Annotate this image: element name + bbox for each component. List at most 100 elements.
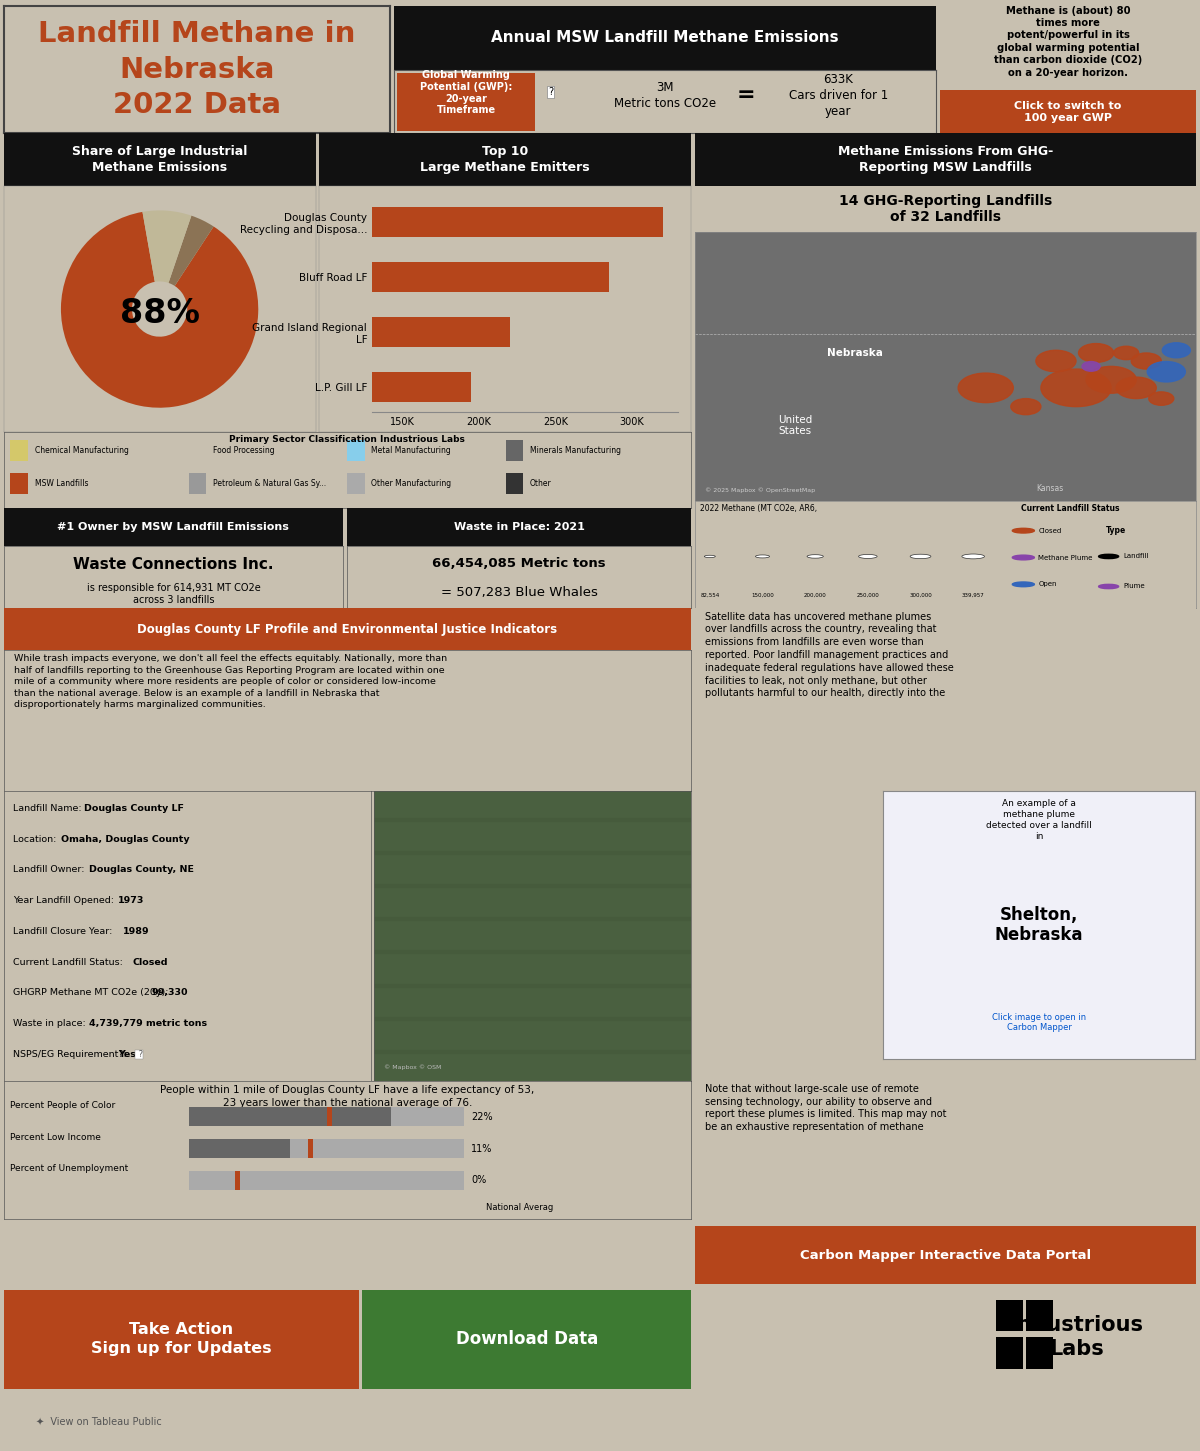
Text: Petroleum & Natural Gas Sy...: Petroleum & Natural Gas Sy... <box>214 479 326 488</box>
Circle shape <box>858 554 877 559</box>
Text: 11%: 11% <box>472 1143 492 1154</box>
Text: Kansas: Kansas <box>1036 483 1063 492</box>
Text: Industrious
Labs: Industrious Labs <box>1009 1315 1144 1360</box>
Bar <box>326 1107 331 1126</box>
Text: Omaha, Douglas County: Omaha, Douglas County <box>60 834 190 843</box>
Text: ?: ? <box>548 87 553 97</box>
Bar <box>190 1139 290 1158</box>
Text: 22%: 22% <box>472 1111 493 1122</box>
Text: 66,454,085 Metric tons: 66,454,085 Metric tons <box>432 557 606 570</box>
Text: Landfill Owner:: Landfill Owner: <box>13 865 88 875</box>
Text: © 2025 Mapbox © OpenStreetMap: © 2025 Mapbox © OpenStreetMap <box>704 488 815 492</box>
Text: 200,000: 200,000 <box>804 593 827 598</box>
Circle shape <box>1098 554 1118 559</box>
Text: 3M
Metric tons CO2e: 3M Metric tons CO2e <box>613 81 716 110</box>
Text: is responsible for 614,931 MT CO2e
across 3 landfills: is responsible for 614,931 MT CO2e acros… <box>86 583 260 605</box>
Text: Download Data: Download Data <box>456 1331 598 1348</box>
Text: Methane Emissions From GHG-
Reporting MSW Landfills: Methane Emissions From GHG- Reporting MS… <box>838 145 1054 174</box>
Text: 150,000: 150,000 <box>751 593 774 598</box>
Circle shape <box>1010 399 1040 415</box>
Text: Closed: Closed <box>132 958 168 966</box>
Text: Landfill: Landfill <box>1123 553 1150 560</box>
Circle shape <box>1148 392 1174 405</box>
Circle shape <box>1079 344 1114 363</box>
Bar <box>1026 1300 1054 1332</box>
X-axis label: Methane (MT CO2e, 20y): Methane (MT CO2e, 20y) <box>461 432 589 443</box>
Text: Percent Low Income: Percent Low Income <box>11 1133 101 1142</box>
Circle shape <box>704 556 715 557</box>
Text: ✦  View on Tableau Public: ✦ View on Tableau Public <box>36 1418 162 1426</box>
Text: Satellite data has uncovered methane plumes
over landfills across the country, r: Satellite data has uncovered methane plu… <box>704 612 954 698</box>
Wedge shape <box>143 210 191 283</box>
Circle shape <box>910 554 931 559</box>
Circle shape <box>1013 528 1034 533</box>
Text: GHGRP Methane MT CO2e (20y):: GHGRP Methane MT CO2e (20y): <box>13 988 172 997</box>
Circle shape <box>808 554 823 559</box>
Text: 14 GHG-Reporting Landfills
of 32 Landfills: 14 GHG-Reporting Landfills of 32 Landfil… <box>839 193 1052 225</box>
Text: Yes: Yes <box>118 1051 136 1059</box>
Text: National Averag: National Averag <box>486 1203 553 1212</box>
Wedge shape <box>61 212 258 408</box>
Text: Food Processing: Food Processing <box>214 445 275 456</box>
Text: NSPS/EG Requirement?:: NSPS/EG Requirement?: <box>13 1051 130 1059</box>
Bar <box>348 473 365 495</box>
Circle shape <box>958 373 1013 402</box>
Text: 633K
Cars driven for 1
year: 633K Cars driven for 1 year <box>788 73 888 118</box>
Text: Primary Sector Classification Industrious Labs: Primary Sector Classification Industriou… <box>229 435 466 444</box>
Text: Douglas County, NE: Douglas County, NE <box>89 865 194 875</box>
Text: Global Warming
Potential (GWP):
20-year
Timeframe: Global Warming Potential (GWP): 20-year … <box>420 71 512 115</box>
Text: 88%: 88% <box>120 297 199 331</box>
Text: © Mapbox © OSM: © Mapbox © OSM <box>384 1065 442 1071</box>
Text: Year Landfill Opened:: Year Landfill Opened: <box>13 897 116 905</box>
Circle shape <box>1098 585 1118 589</box>
Text: Douglas County LF: Douglas County LF <box>84 804 185 813</box>
Text: Other Manufacturing: Other Manufacturing <box>372 479 451 488</box>
Bar <box>11 440 28 461</box>
Text: Share of Large Industrial
Methane Emissions: Share of Large Industrial Methane Emissi… <box>72 145 247 174</box>
Text: Landfill Name:: Landfill Name: <box>13 804 84 813</box>
Text: Douglas County LF Profile and Environmental Justice Indicators: Douglas County LF Profile and Environmen… <box>137 622 558 636</box>
Text: #1 Owner by MSW Landfill Emissions: #1 Owner by MSW Landfill Emissions <box>58 522 289 531</box>
Text: Shelton,
Nebraska: Shelton, Nebraska <box>995 905 1084 945</box>
Text: Metal Manufacturing: Metal Manufacturing <box>372 445 451 456</box>
Circle shape <box>1082 361 1100 371</box>
Circle shape <box>756 554 769 559</box>
Circle shape <box>1036 350 1076 371</box>
Text: Chemical Manufacturing: Chemical Manufacturing <box>35 445 128 456</box>
Bar <box>996 1300 1024 1332</box>
Text: Current Landfill Status: Current Landfill Status <box>1021 503 1120 512</box>
Text: Type: Type <box>1106 527 1127 535</box>
Text: United
States: United States <box>778 415 812 437</box>
Bar <box>190 1139 464 1158</box>
Circle shape <box>1116 377 1157 399</box>
Bar <box>308 1139 313 1158</box>
Text: 2022 Methane (MT CO2e, AR6,: 2022 Methane (MT CO2e, AR6, <box>700 503 817 512</box>
Text: Landfill Closure Year:: Landfill Closure Year: <box>13 927 115 936</box>
Text: Open: Open <box>1038 582 1057 588</box>
Text: Methane Plume: Methane Plume <box>1038 554 1093 560</box>
Text: Click to switch to
100 year GWP: Click to switch to 100 year GWP <box>1014 102 1122 122</box>
Text: Percent People of Color: Percent People of Color <box>11 1101 115 1110</box>
Text: Top 10
Large Methane Emitters: Top 10 Large Methane Emitters <box>420 145 590 174</box>
Circle shape <box>962 554 984 559</box>
Circle shape <box>1114 347 1139 360</box>
Text: Other: Other <box>529 479 551 488</box>
Bar <box>173 318 510 347</box>
Bar <box>190 473 206 495</box>
Circle shape <box>1040 369 1111 406</box>
Text: 99,330: 99,330 <box>151 988 187 997</box>
Text: = 507,283 Blue Whales: = 507,283 Blue Whales <box>440 586 598 599</box>
Text: Note that without large-scale use of remote
sensing technology, our ability to o: Note that without large-scale use of rem… <box>704 1084 947 1132</box>
Bar <box>190 1171 464 1190</box>
Bar <box>1026 1338 1054 1368</box>
Text: Waste Connections Inc.: Waste Connections Inc. <box>73 557 274 572</box>
Text: 4,739,779 metric tons: 4,739,779 metric tons <box>89 1019 208 1029</box>
Text: 82,554: 82,554 <box>701 593 720 598</box>
Text: While trash impacts everyone, we don't all feel the effects equitably. Nationall: While trash impacts everyone, we don't a… <box>14 654 448 710</box>
Circle shape <box>1013 556 1034 560</box>
Bar <box>235 1171 240 1190</box>
Text: Click image to open in
Carbon Mapper: Click image to open in Carbon Mapper <box>992 1013 1086 1033</box>
Bar <box>505 440 523 461</box>
Text: Landfill Methane in
Nebraska
2022 Data: Landfill Methane in Nebraska 2022 Data <box>38 20 355 119</box>
Bar <box>173 263 610 292</box>
